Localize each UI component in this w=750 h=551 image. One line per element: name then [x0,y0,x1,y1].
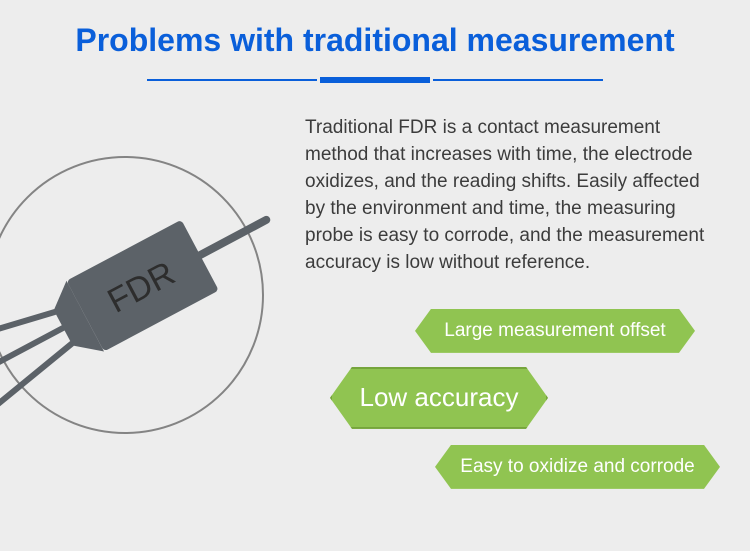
badge-accuracy: Low accuracy [330,367,548,429]
underline-thin-right [433,79,603,81]
body-paragraph: Traditional FDR is a contact measurement… [305,115,715,277]
title-underline [0,77,750,83]
badge-offset: Large measurement offset [415,309,695,353]
underline-thin-left [147,79,317,81]
sensor-diagram: FDR [5,115,305,435]
badges-group: Large measurement offset Low accuracy Ea… [305,309,715,509]
fdr-sensor-icon: FDR [0,135,295,475]
badge-corrode: Easy to oxidize and corrode [435,445,720,489]
text-column: Traditional FDR is a contact measurement… [305,115,715,509]
page-title: Problems with traditional measurement [0,0,750,59]
underline-thick [320,77,430,83]
